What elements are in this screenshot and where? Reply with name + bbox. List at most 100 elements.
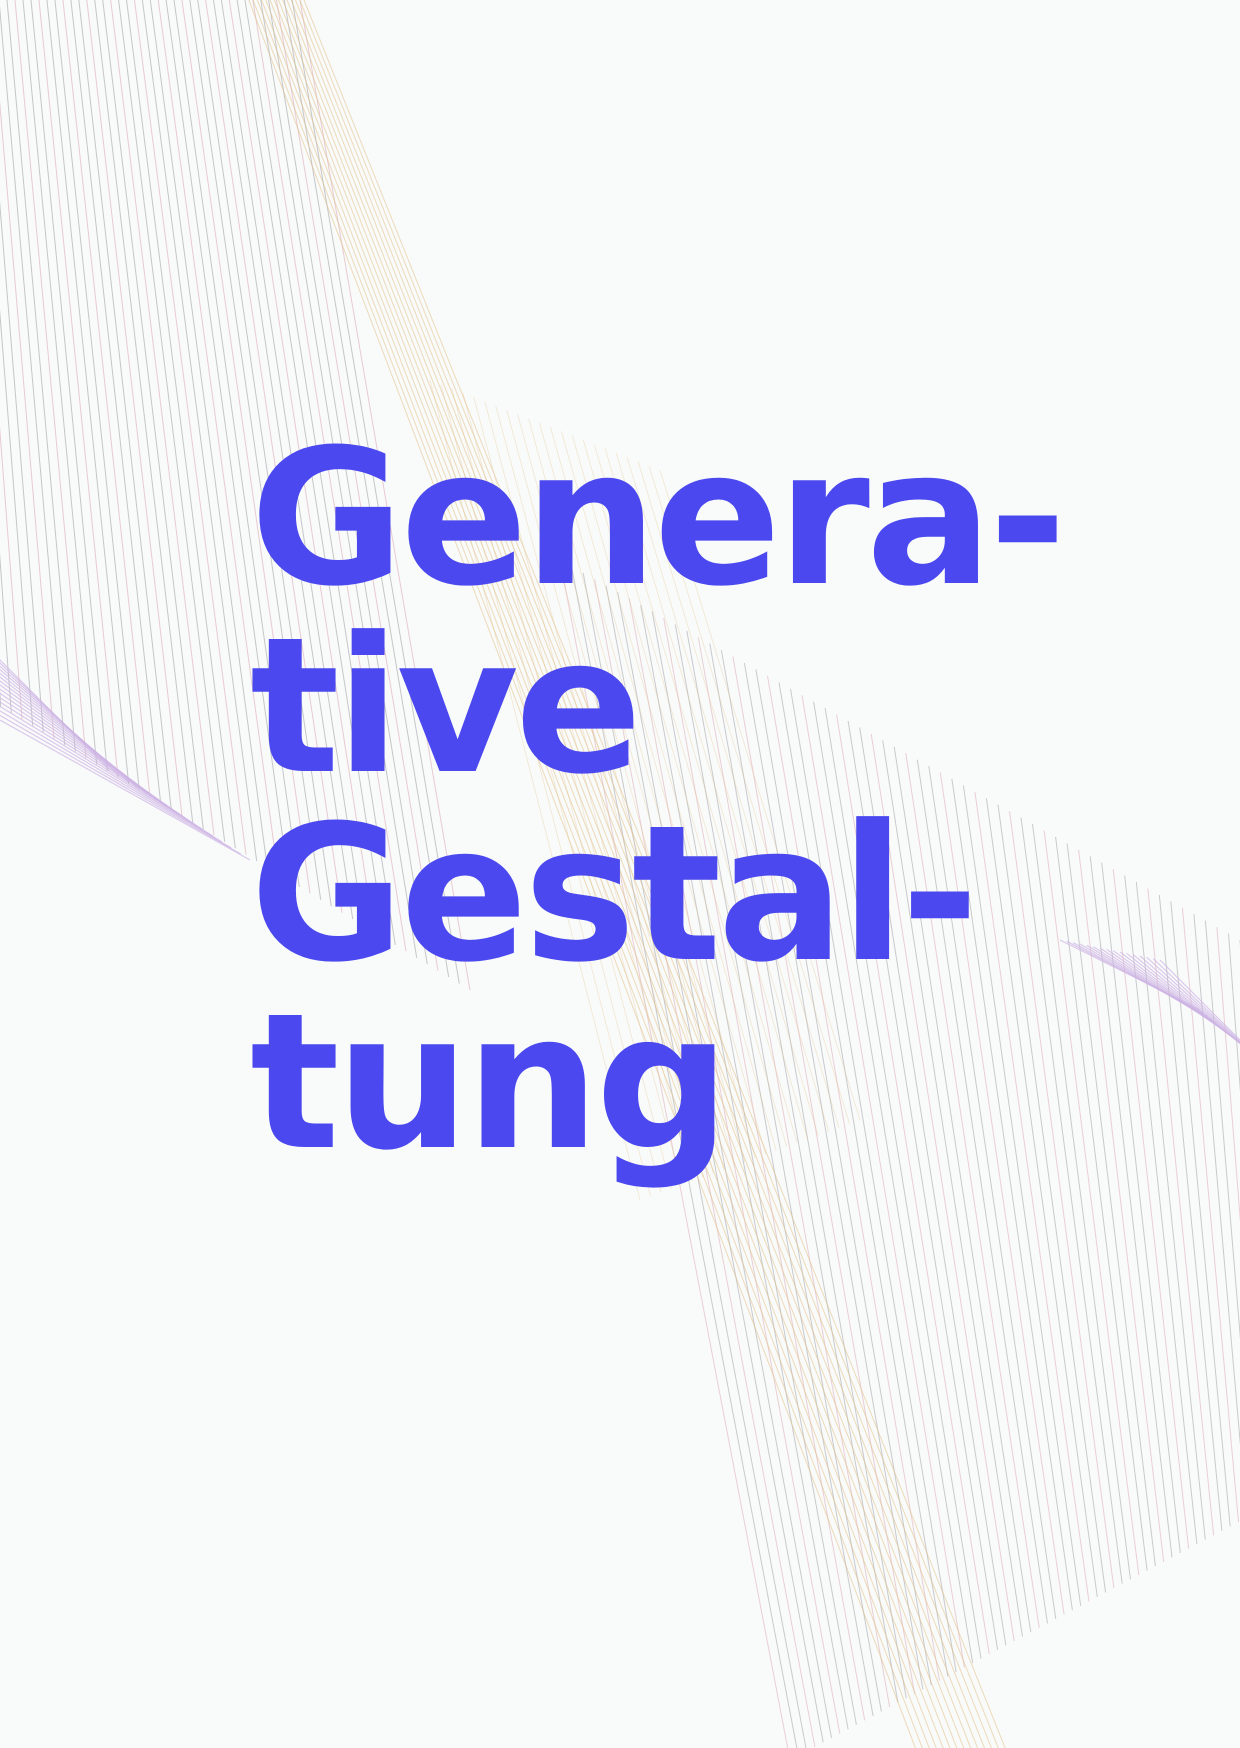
right-lilac-line-136 — [1152, 958, 1240, 1043]
gold-fan-line-164 — [561, 431, 767, 1155]
left-fan-line-38 — [244, 0, 396, 945]
gold-fan-line-156 — [473, 396, 683, 1185]
title-line-3: Gestal- — [250, 785, 979, 1004]
gold-fan-line-162 — [539, 422, 746, 1163]
gold-fan-line-172 — [648, 465, 850, 1124]
left-fan-line-26 — [149, 0, 268, 868]
gold-fan-line-153 — [440, 384, 651, 1197]
right-fan-line-66 — [605, 585, 824, 1743]
left-fan-line-28 — [165, 0, 290, 881]
left-fan-line-10 — [22, 0, 98, 765]
right-fan-line-120 — [1228, 933, 1240, 1093]
title-line-4: tung — [250, 973, 730, 1192]
gold-strand-138 — [248, 0, 916, 1748]
gold-strand-146 — [282, 0, 972, 1748]
gold-strand-148 — [290, 0, 985, 1748]
left-fan-line-8 — [6, 0, 76, 752]
title-line-1: Genera- — [250, 409, 1067, 628]
left-fan-line-16 — [70, 0, 162, 804]
gold-fan-line-161 — [528, 418, 735, 1166]
right-fan-line-79 — [755, 669, 932, 1686]
gold-fan-line-166 — [582, 439, 788, 1147]
right-fan-line-113 — [1147, 888, 1215, 1536]
left-lilac-line-57 — [0, 701, 214, 837]
gold-strand-139 — [252, 0, 923, 1748]
gold-strand-143 — [269, 0, 951, 1748]
right-fan-line-101 — [1009, 811, 1115, 1589]
left-fan-line-21 — [110, 0, 215, 836]
left-fan-line-2 — [0, 552, 12, 713]
gold-strand-147 — [286, 0, 979, 1748]
gold-fan-line-169 — [615, 452, 819, 1136]
gold-strand-149 — [294, 0, 992, 1748]
right-fan-line-103 — [1032, 824, 1131, 1580]
right-fan-line-94 — [928, 766, 1057, 1620]
left-lilac-line-61 — [0, 719, 251, 861]
right-fan-line-87 — [847, 720, 999, 1650]
left-fan-line-7 — [0, 5, 66, 746]
right-fan-line-88 — [859, 727, 1007, 1646]
right-fan-line-67 — [617, 592, 832, 1739]
left-fan-line-29 — [173, 0, 300, 887]
left-lilac-line-58 — [0, 705, 223, 843]
gold-fan-line-171 — [637, 461, 840, 1128]
right-lilac-line-134 — [1139, 955, 1240, 1044]
left-fan-line-33 — [205, 0, 343, 913]
right-fan-line-71 — [663, 617, 866, 1721]
gold-strand-142 — [265, 0, 944, 1748]
right-fan-line-114 — [1158, 894, 1223, 1531]
right-fan-line-69 — [640, 605, 849, 1730]
left-fan-line-18 — [86, 0, 183, 817]
right-fan-line-92 — [905, 753, 1040, 1628]
left-fan-line-22 — [118, 0, 226, 842]
left-fan-line-20 — [102, 0, 204, 829]
left-fan-line-24 — [133, 0, 247, 855]
left-fan-line-3 — [0, 425, 23, 720]
right-fan-line-85 — [824, 708, 982, 1659]
gold-fan-line-160 — [517, 414, 725, 1170]
left-fan-line-25 — [141, 0, 258, 862]
left-lilac-line-52 — [0, 680, 167, 807]
left-lilac-line-59 — [0, 710, 232, 849]
gold-fan-line-167 — [593, 444, 798, 1144]
right-fan-line-75 — [709, 643, 899, 1703]
gold-fan-line-173 — [659, 469, 861, 1121]
gold-strand-151 — [303, 0, 1006, 1748]
right-fan-line-99 — [985, 798, 1098, 1597]
right-fan-line-82 — [790, 688, 957, 1672]
left-fan-line-45 — [299, 0, 471, 991]
right-fan-line-100 — [997, 804, 1107, 1593]
left-fan-line-11 — [30, 0, 108, 771]
right-fan-line-86 — [836, 714, 990, 1655]
right-fan-line-77 — [732, 656, 916, 1694]
right-fan-line-93 — [916, 759, 1048, 1624]
right-lilac-line-137 — [1159, 959, 1240, 1041]
right-fan-line-73 — [686, 630, 882, 1712]
left-fan-line-6 — [0, 100, 55, 739]
left-fan-line-35 — [220, 0, 364, 926]
gold-fan-line-168 — [604, 448, 808, 1140]
left-fan-line-19 — [94, 0, 194, 823]
right-fan-line-63 — [571, 566, 798, 1748]
gold-fan-line-163 — [550, 426, 756, 1159]
right-fan-line-68 — [628, 598, 841, 1734]
right-fan-line-107 — [1078, 849, 1165, 1562]
right-lilac-line-135 — [1146, 956, 1240, 1044]
title-line-2: tive — [250, 597, 642, 816]
left-fan-line-34 — [212, 0, 354, 920]
left-fan-line-13 — [46, 0, 130, 784]
gold-strand-141 — [261, 0, 937, 1748]
right-fan-line-91 — [893, 746, 1032, 1633]
right-fan-line-104 — [1043, 830, 1140, 1575]
right-lilac-line-133 — [1132, 954, 1240, 1045]
gold-fan-line-170 — [626, 456, 829, 1132]
left-lilac-line-60 — [0, 714, 241, 855]
left-fan-line-14 — [54, 0, 140, 791]
left-fan-line-43 — [283, 0, 450, 978]
right-fan-line-81 — [778, 682, 949, 1677]
left-fan-line-4 — [0, 308, 34, 726]
gold-fan-line-154 — [451, 388, 662, 1193]
right-fan-line-108 — [1089, 856, 1173, 1558]
